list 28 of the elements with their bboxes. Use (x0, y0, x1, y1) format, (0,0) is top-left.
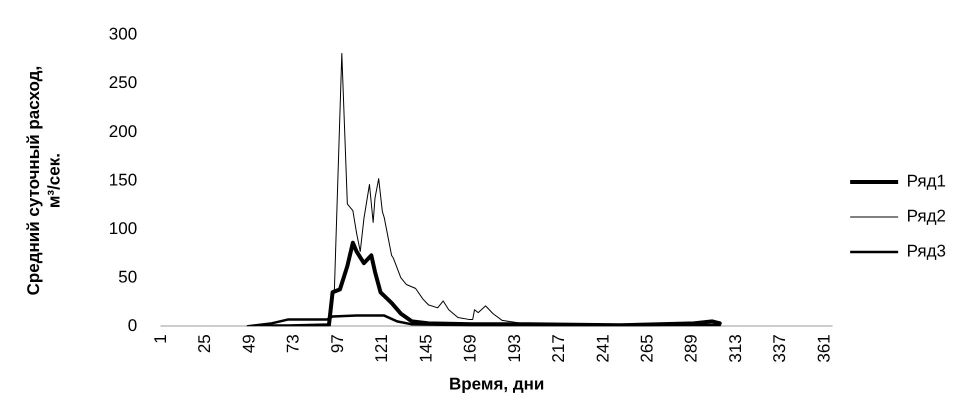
x-tick-label: 361 (814, 334, 834, 363)
y-axis-title: Средний суточный расход, м³/сек. (24, 66, 64, 296)
x-axis-title: Время, дни (448, 374, 544, 394)
y-tick-label: 150 (108, 170, 138, 190)
x-tick-label: 337 (770, 334, 790, 363)
y-tick-label: 200 (108, 122, 138, 141)
x-tick-label: 169 (460, 334, 480, 363)
x-tick-label: 217 (549, 334, 568, 363)
y-tick-label: 0 (128, 316, 138, 335)
y-tick-label: 300 (108, 24, 138, 44)
x-tick-label: 25 (195, 334, 214, 354)
x-tick-label: 193 (504, 334, 524, 363)
y-tick-label: 100 (108, 218, 138, 238)
x-tick-label: 49 (239, 334, 258, 354)
x-tick-label: 121 (372, 334, 392, 363)
x-tick-label: 73 (284, 334, 303, 354)
legend-label: Ряд3 (906, 242, 946, 261)
x-tick-label: 289 (682, 334, 701, 363)
x-tick-label: 97 (328, 334, 347, 354)
x-tick-label: 145 (416, 334, 436, 363)
y-tick-label: 250 (108, 73, 138, 92)
x-tick-label: 313 (726, 334, 745, 363)
y-tick-label: 50 (118, 267, 138, 286)
legend-label: Ряд1 (906, 172, 946, 191)
x-tick-label: 241 (593, 334, 612, 363)
x-tick-label: 265 (638, 334, 656, 363)
legend-label: Ряд2 (906, 206, 946, 226)
x-tick-label: 1 (150, 334, 170, 344)
